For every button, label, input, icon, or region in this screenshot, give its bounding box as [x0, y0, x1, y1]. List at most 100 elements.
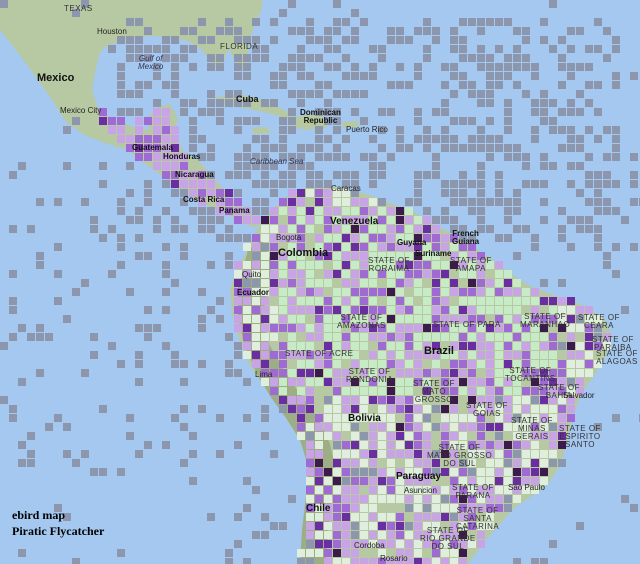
- grid-cell: [297, 558, 305, 564]
- grid-cell: [531, 423, 539, 431]
- grid-cell: [459, 342, 467, 350]
- grid-cell: [549, 162, 557, 170]
- grid-cell: [450, 522, 458, 530]
- label-bolivia: Bolivia: [348, 413, 381, 424]
- grid-cell: [486, 324, 494, 332]
- grid-cell: [495, 441, 503, 449]
- grid-cell: [414, 270, 422, 278]
- grid-cell: [369, 306, 377, 314]
- grid-cell: [45, 423, 53, 431]
- grid-cell: [432, 135, 440, 143]
- label-french-guiana: French Guiana: [452, 229, 480, 246]
- grid-cell: [513, 288, 521, 296]
- grid-cell: [495, 306, 503, 314]
- grid-cell: [324, 495, 332, 503]
- grid-cell: [342, 378, 350, 386]
- grid-cell: [432, 342, 440, 350]
- grid-cell: [522, 486, 530, 494]
- grid-cell: [405, 549, 413, 557]
- grid-cell: [441, 207, 449, 215]
- grid-cell: [495, 288, 503, 296]
- grid-cell: [288, 279, 296, 287]
- grid-cell: [279, 126, 287, 134]
- grid-cell: [423, 495, 431, 503]
- grid-cell: [324, 135, 332, 143]
- grid-cell: [468, 90, 476, 98]
- grid-cell: [531, 342, 539, 350]
- grid-cell: [306, 288, 314, 296]
- grid-cell: [423, 135, 431, 143]
- grid-cell: [306, 432, 314, 440]
- grid-cell: [414, 108, 422, 116]
- grid-cell: [549, 333, 557, 341]
- grid-cell: [558, 144, 566, 152]
- grid-cell: [459, 225, 467, 233]
- grid-cell: [405, 333, 413, 341]
- grid-cell: [459, 297, 467, 305]
- grid-cell: [18, 441, 26, 449]
- grid-cell: [387, 405, 395, 413]
- grid-cell: [360, 387, 368, 395]
- grid-cell: [396, 288, 404, 296]
- grid-cell: [459, 468, 467, 476]
- grid-cell: [324, 531, 332, 539]
- grid-cell: [612, 153, 620, 161]
- jamaica-landmass: [252, 127, 270, 134]
- grid-cell: [459, 81, 467, 89]
- grid-cell: [468, 270, 476, 278]
- grid-cell: [153, 135, 161, 143]
- grid-cell: [522, 441, 530, 449]
- grid-cell: [567, 414, 575, 422]
- grid-cell: [450, 441, 458, 449]
- grid-cell: [504, 288, 512, 296]
- grid-cell: [531, 126, 539, 134]
- grid-cell: [630, 504, 638, 512]
- grid-cell: [396, 261, 404, 269]
- grid-cell: [315, 450, 323, 458]
- grid-cell: [261, 261, 269, 269]
- grid-cell: [360, 396, 368, 404]
- grid-cell: [432, 504, 440, 512]
- grid-cell: [441, 270, 449, 278]
- grid-cell: [477, 342, 485, 350]
- grid-cell: [144, 333, 152, 341]
- grid-cell: [378, 495, 386, 503]
- grid-cell: [441, 504, 449, 512]
- grid-cell: [207, 108, 215, 116]
- grid-cell: [342, 279, 350, 287]
- grid-cell: [198, 288, 206, 296]
- grid-cell: [279, 171, 287, 179]
- grid-cell: [270, 288, 278, 296]
- grid-cell: [171, 54, 179, 62]
- grid-cell: [333, 351, 341, 359]
- label-state-paraiba: STATE OF PARAIBA: [592, 335, 634, 352]
- grid-cell: [225, 252, 233, 260]
- grid-cell: [576, 225, 584, 233]
- grid-cell: [198, 153, 206, 161]
- grid-cell: [558, 432, 566, 440]
- grid-cell: [396, 441, 404, 449]
- grid-cell: [54, 270, 62, 278]
- grid-cell: [306, 27, 314, 35]
- grid-cell: [369, 261, 377, 269]
- grid-cell: [396, 81, 404, 89]
- grid-cell: [324, 342, 332, 350]
- grid-cell: [279, 63, 287, 71]
- grid-cell: [180, 252, 188, 260]
- grid-cell: [297, 279, 305, 287]
- grid-cell: [540, 405, 548, 413]
- grid-cell: [378, 324, 386, 332]
- grid-cell: [504, 306, 512, 314]
- grid-cell: [180, 171, 188, 179]
- grid-cell: [324, 486, 332, 494]
- grid-cell: [468, 495, 476, 503]
- grid-cell: [351, 351, 359, 359]
- grid-cell: [135, 90, 143, 98]
- grid-cell: [27, 459, 35, 467]
- grid-cell: [315, 126, 323, 134]
- grid-cell: [513, 324, 521, 332]
- grid-cell: [522, 63, 530, 71]
- grid-cell: [342, 306, 350, 314]
- grid-cell: [360, 513, 368, 521]
